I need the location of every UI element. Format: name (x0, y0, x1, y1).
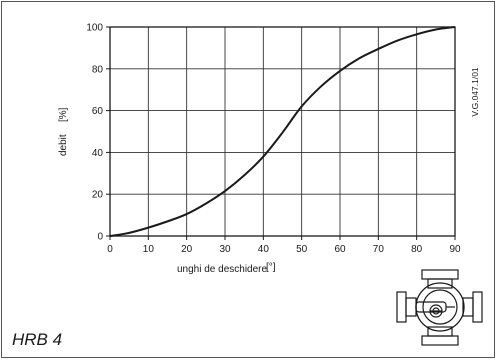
model-label: HRB 4 (12, 330, 63, 349)
x-tick-label: 50 (296, 244, 308, 255)
x-axis-unit: [°] (266, 262, 276, 273)
x-tick-label: 0 (107, 244, 113, 255)
y-tick-label: 0 (97, 232, 103, 243)
axes (106, 26, 456, 240)
x-tick-labels: 0 10 20 30 40 50 60 70 80 90 (107, 244, 461, 255)
x-tick-label: 30 (219, 244, 231, 255)
x-tick-label: 80 (411, 244, 423, 255)
y-axis-unit: [%] (58, 107, 69, 122)
y-tick-label: 40 (92, 148, 104, 159)
y-tick-labels: 0 20 40 60 80 100 (86, 23, 103, 243)
y-tick-label: 100 (86, 23, 103, 34)
x-tick-label: 60 (334, 244, 346, 255)
x-tick-label: 40 (258, 244, 270, 255)
x-axis-label: unghi de deschidere (177, 264, 268, 275)
y-tick-label: 20 (92, 190, 104, 201)
x-tick-label: 90 (449, 244, 461, 255)
y-axis-label: debit (58, 134, 69, 156)
y-tick-label: 80 (92, 64, 104, 75)
mixing-valve-icon (396, 269, 483, 346)
series-group (109, 26, 456, 237)
x-tick-label: 70 (373, 244, 385, 255)
flow-curve (109, 26, 456, 237)
y-tick-label: 60 (92, 106, 104, 117)
document-code: V.G.047.1/01 (470, 67, 480, 117)
x-tick-label: 20 (181, 244, 193, 255)
x-tick-label: 10 (143, 244, 155, 255)
plot-border (109, 26, 456, 237)
